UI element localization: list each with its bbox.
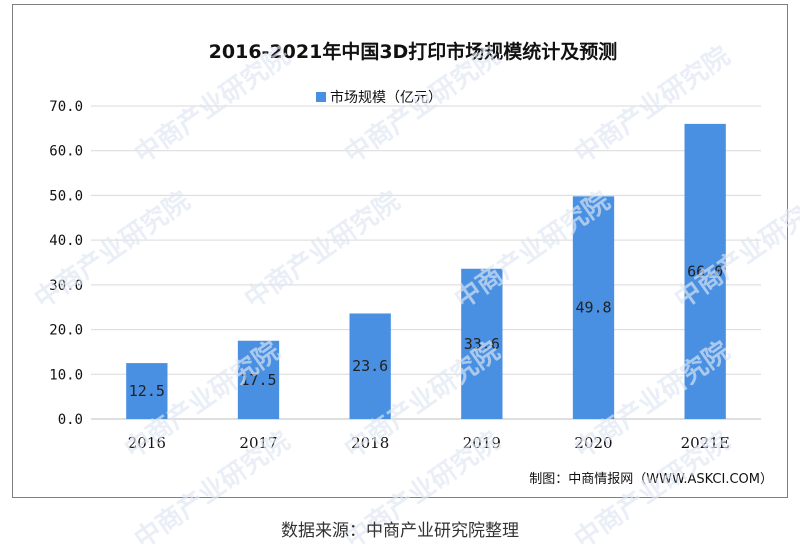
data-label: 17.5 xyxy=(240,371,276,389)
bar xyxy=(684,123,726,419)
x-tick-label: 2019 xyxy=(463,434,501,452)
data-label: 33.6 xyxy=(464,335,500,353)
legend-swatch xyxy=(316,92,326,102)
x-tick-label: 2021E xyxy=(681,434,730,452)
bar xyxy=(237,340,280,419)
bar xyxy=(461,268,503,419)
y-tick-label: 40.0 xyxy=(49,233,83,249)
x-tick-label: 2020 xyxy=(574,434,612,452)
data-labels: 12.5 17.5 23.6 33.6 49.8 66.0 xyxy=(129,262,723,400)
data-label: 49.8 xyxy=(575,299,611,317)
data-label: 12.5 xyxy=(129,382,165,400)
y-tick-label: 60.0 xyxy=(49,144,83,160)
axes: 0.0 10.0 20.0 30.0 40.0 50.0 60.0 70.0 2016 2017 2… xyxy=(49,99,761,452)
chart-frame: 2016-2021年中国3D打印市场规模统计及预测 市场规模（亿元） 0.0 10… xyxy=(12,4,788,498)
data-label: 66.0 xyxy=(687,262,723,280)
data-label: 23.6 xyxy=(352,357,388,375)
bar xyxy=(349,313,391,419)
y-tick-label: 0.0 xyxy=(58,412,83,428)
legend: 市场规模（亿元） xyxy=(316,89,442,106)
y-tick-label: 30.0 xyxy=(49,278,83,294)
bars xyxy=(126,123,726,419)
x-tick-label: 2017 xyxy=(239,434,277,452)
y-tick-label: 20.0 xyxy=(49,323,83,339)
chart-credit: 制图：中商情报网（WWW.ASKCI.COM） xyxy=(529,472,773,487)
chart-title: 2016-2021年中国3D打印市场规模统计及预测 xyxy=(209,40,618,63)
bar xyxy=(126,363,168,419)
source-caption: 数据来源：中商产业研究院整理 xyxy=(281,521,519,541)
bar-chart: 2016-2021年中国3D打印市场规模统计及预测 市场规模（亿元） 0.0 10… xyxy=(49,40,773,487)
legend-label: 市场规模（亿元） xyxy=(330,89,442,106)
y-tick-label: 10.0 xyxy=(49,367,83,383)
x-tick-label: 2018 xyxy=(351,434,389,452)
y-tick-label: 50.0 xyxy=(49,188,83,204)
grid-lines xyxy=(91,105,761,375)
bar xyxy=(572,196,615,419)
x-tick-label: 2016 xyxy=(128,434,166,452)
y-tick-label: 70.0 xyxy=(49,99,83,115)
